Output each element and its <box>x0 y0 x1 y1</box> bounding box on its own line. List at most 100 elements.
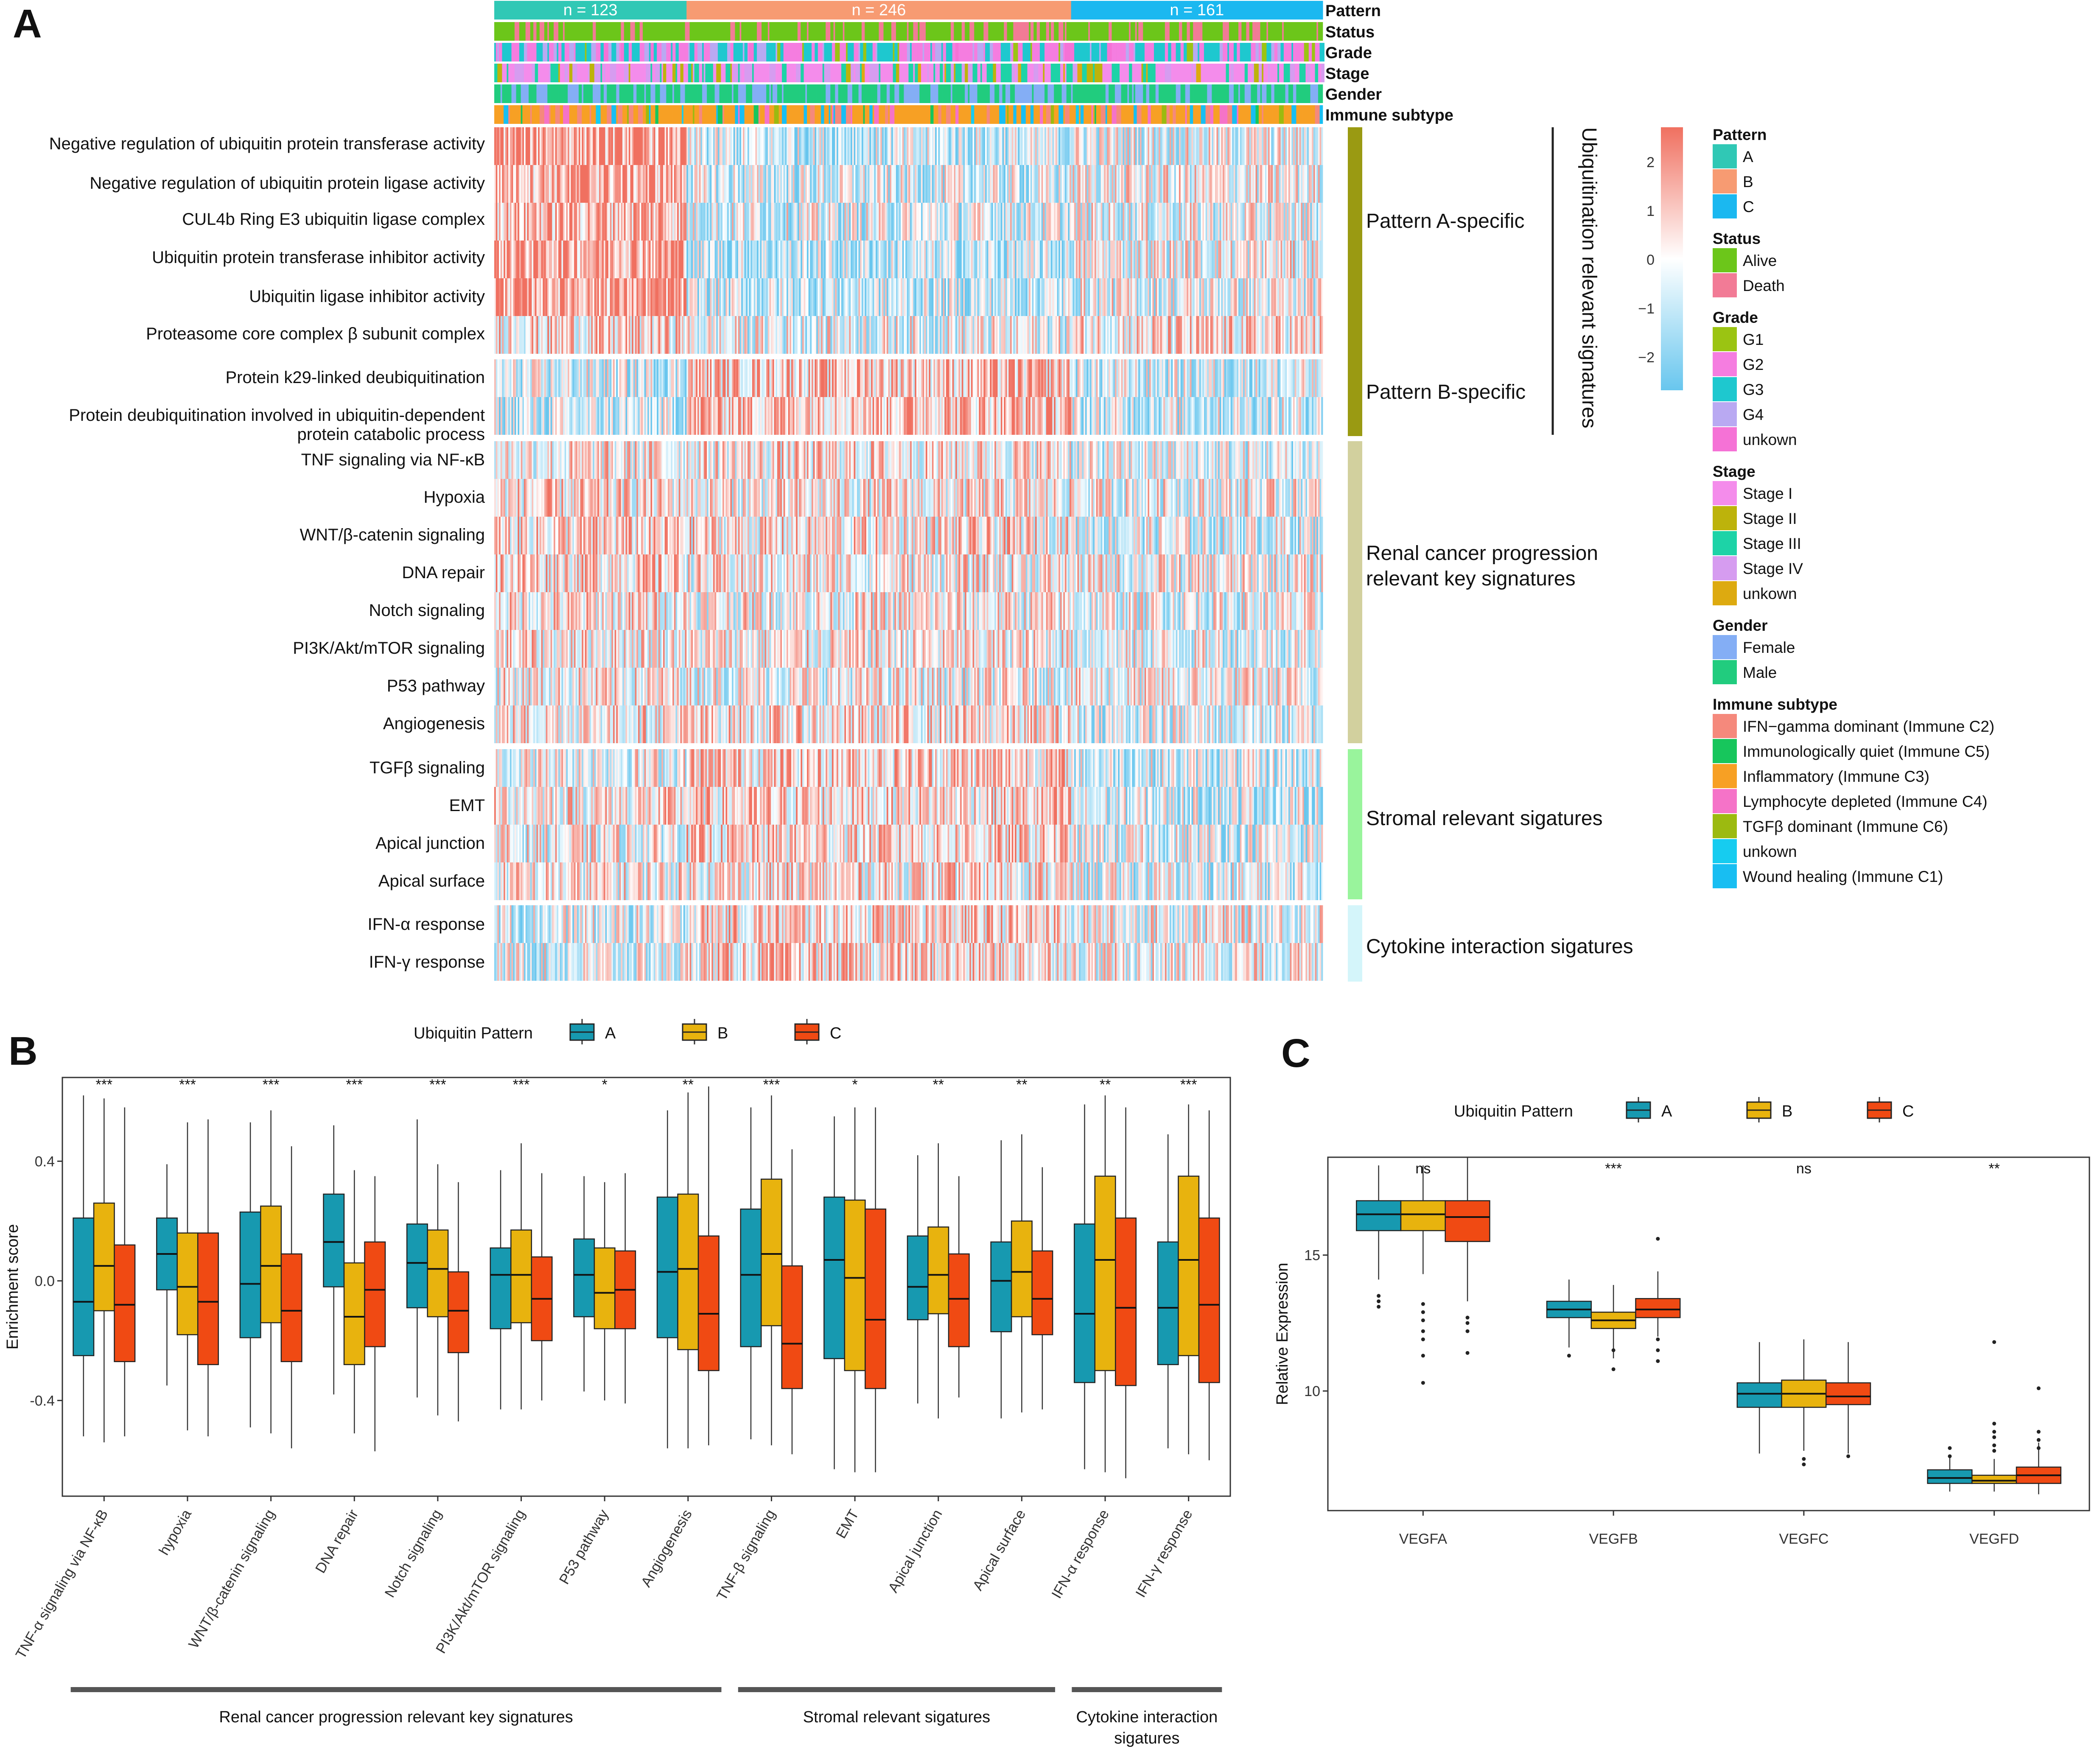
heatmap-cell <box>638 203 640 241</box>
heatmap-cell <box>643 165 645 203</box>
heatmap-cell <box>561 165 563 203</box>
heatmap-cell <box>997 359 1000 397</box>
annotation-cell <box>1207 43 1210 62</box>
annotation-cell <box>535 84 537 103</box>
heatmap-cell <box>589 165 591 203</box>
heatmap-cell <box>829 241 831 278</box>
heatmap-cell <box>636 359 638 397</box>
heatmap-cell <box>504 165 506 203</box>
heatmap-cell <box>593 127 595 165</box>
heatmap-cell <box>608 165 610 203</box>
heatmap-cell <box>571 278 573 316</box>
heatmap-cell <box>882 241 884 278</box>
heatmap-cell <box>840 127 842 165</box>
heatmap-cell <box>1089 359 1092 397</box>
heatmap-cell <box>972 165 974 203</box>
annotation-cell <box>1294 43 1300 62</box>
heatmap-cell <box>822 359 824 397</box>
annotation-cell <box>1138 43 1142 62</box>
heatmap-cell <box>963 359 965 397</box>
heatmap-cell <box>891 316 893 354</box>
heatmap-cell <box>557 241 559 278</box>
heatmap-cell <box>635 165 637 203</box>
heatmap-cell <box>608 359 610 397</box>
heatmap-cell <box>499 278 501 316</box>
heatmap-cell <box>1248 203 1250 241</box>
heatmap-cell <box>760 165 762 203</box>
heatmap-cell <box>750 165 753 203</box>
annotation-cell <box>1121 22 1125 41</box>
annotation-cell <box>1100 105 1106 124</box>
heatmap-cell <box>1148 165 1150 203</box>
heatmap-cell <box>932 241 934 278</box>
heatmap-cell <box>980 241 983 278</box>
annotation-cell <box>841 43 846 62</box>
annotation-cell <box>1290 22 1295 41</box>
heatmap-cell <box>1084 316 1086 354</box>
annotation-cell <box>1043 105 1047 124</box>
heatmap-cell <box>1254 203 1256 241</box>
heatmap-cell <box>1273 165 1275 203</box>
heatmap-cell <box>1176 203 1178 241</box>
annotation-cell <box>1207 84 1212 103</box>
heatmap-cell <box>574 165 576 203</box>
heatmap-cell <box>725 203 728 241</box>
heatmap-cell <box>999 241 1001 278</box>
heatmap-cell <box>1137 203 1139 241</box>
heatmap-cell <box>672 203 675 241</box>
annotation-cell <box>652 64 655 82</box>
heatmap-cell <box>511 316 513 354</box>
heatmap-cell <box>1212 278 1214 316</box>
heatmap-cell <box>1307 203 1309 241</box>
annotation-cell <box>514 64 516 82</box>
heatmap-cell <box>1043 165 1045 203</box>
heatmap-cell <box>1013 165 1015 203</box>
heatmap-cell <box>692 203 695 241</box>
heatmap-cell <box>1168 127 1170 165</box>
heatmap-cell <box>776 278 778 316</box>
heatmap-cell <box>708 241 710 278</box>
heatmap-cell <box>952 241 954 278</box>
heatmap-cell <box>557 203 559 241</box>
heatmap-cell <box>582 241 584 278</box>
heatmap-cell <box>996 359 998 397</box>
heatmap-cell <box>772 316 774 354</box>
heatmap-cell <box>838 316 840 354</box>
heatmap-cell <box>644 316 646 354</box>
heatmap-cell <box>618 278 620 316</box>
heatmap-cell <box>1047 316 1050 354</box>
heatmap-cell <box>1280 241 1282 278</box>
annotation-cell <box>1029 22 1031 41</box>
annotation-cell <box>860 84 862 103</box>
annotation-cell <box>1019 84 1023 103</box>
heatmap-cell <box>1212 127 1214 165</box>
heatmap-cell <box>1263 165 1266 203</box>
heatmap-cell <box>1202 165 1204 203</box>
annotation-cell <box>607 105 612 124</box>
annotation-cell <box>507 84 512 103</box>
heatmap-cell <box>1232 241 1234 278</box>
heatmap-cell <box>847 165 849 203</box>
heatmap-cell <box>1182 203 1184 241</box>
annotation-cell <box>1199 43 1204 62</box>
heatmap-cell <box>801 359 803 397</box>
annotation-cell <box>1246 22 1248 41</box>
annotation-cell <box>1086 64 1090 82</box>
heatmap-cell <box>826 359 828 397</box>
heatmap-cell <box>946 359 948 397</box>
annotation-cell <box>1079 105 1081 124</box>
heatmap-cell <box>810 127 812 165</box>
annotation-cell <box>902 105 907 124</box>
heatmap-cell <box>994 241 997 278</box>
heatmap-cell <box>554 203 556 241</box>
heatmap-cell <box>843 127 845 165</box>
annotation-cell <box>1033 64 1039 82</box>
annotation-cell <box>1296 105 1300 124</box>
heatmap-cell <box>1182 241 1184 278</box>
heatmap-cell <box>518 316 520 354</box>
annotation-cell <box>672 84 675 103</box>
heatmap-cell <box>947 278 949 316</box>
heatmap-cell <box>696 241 698 278</box>
heatmap-cell <box>782 316 784 354</box>
heatmap-cell <box>639 127 641 165</box>
